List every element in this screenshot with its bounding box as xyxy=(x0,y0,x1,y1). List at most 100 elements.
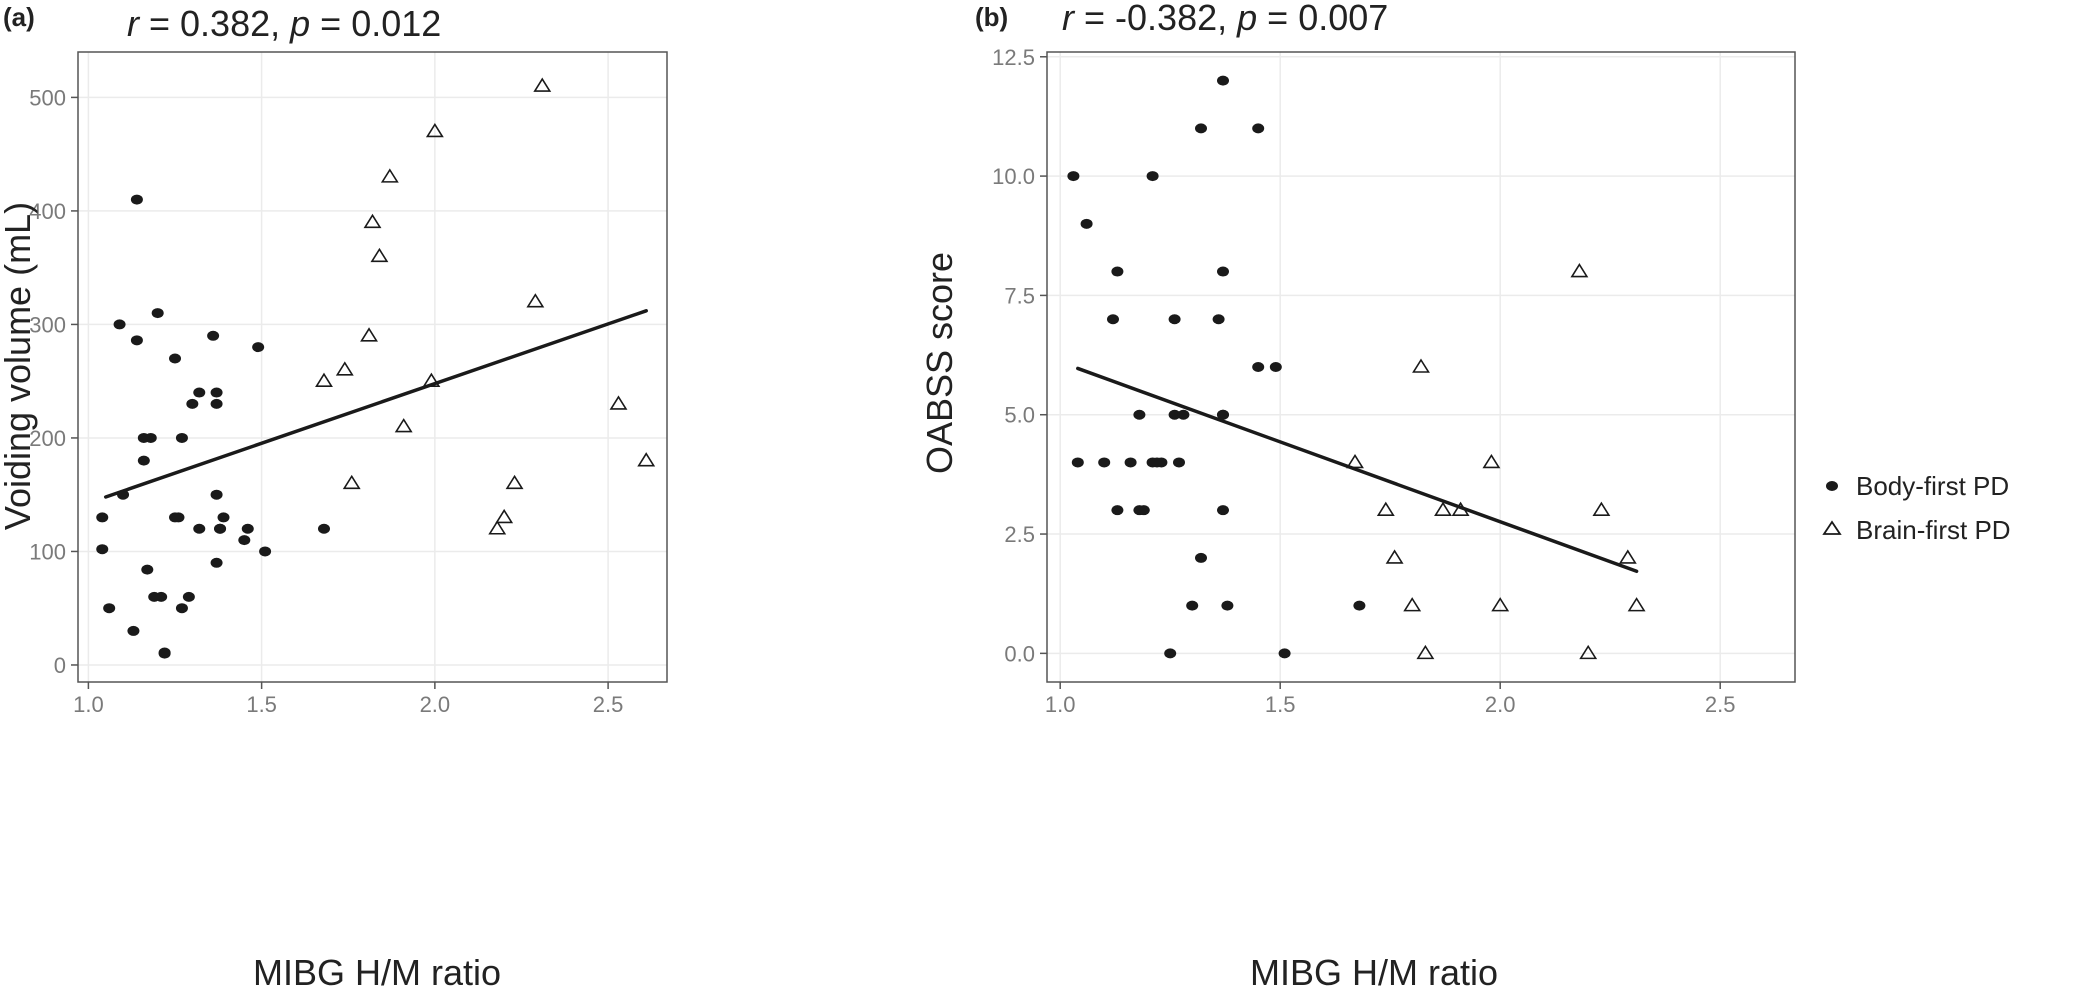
panel-b-point-brain-first xyxy=(1385,549,1404,564)
panel-a-p-value: 0.012 xyxy=(351,3,441,44)
panel-a-point-brain-first xyxy=(370,247,389,263)
panel-b-y-tick-label: 5.0 xyxy=(1004,403,1035,428)
panel-b-point-body-first xyxy=(1124,457,1137,468)
panel-a-point-body-first xyxy=(241,523,254,534)
panel-b-point-brain-first xyxy=(1482,453,1501,469)
panel-b-point-body-first xyxy=(1133,409,1146,420)
panel-b-point-body-first xyxy=(1217,75,1229,86)
legend-item-brain-first: Brain-first PD xyxy=(1822,515,2011,545)
panel-a-points xyxy=(96,77,656,659)
panel-a-x-tick-label: 1.5 xyxy=(246,692,277,717)
panel-b-point-body-first xyxy=(1221,600,1234,611)
panel-b-point-body-first xyxy=(1067,171,1080,182)
panel-a-point-body-first xyxy=(193,523,206,534)
panel-a-point-body-first xyxy=(175,432,188,443)
panel-a-point-body-first xyxy=(117,489,130,500)
panel-a-point-brain-first xyxy=(342,474,361,490)
panel-b-gridlines xyxy=(1047,52,1795,682)
legend-item-body-first: Body-first PD xyxy=(1826,471,2009,501)
panel-a-r-value: 0.382 xyxy=(180,3,270,44)
panel-a-regression-line xyxy=(103,309,648,499)
panel-b-y-ticks: 0.0 2.5 5.0 7.5 10.0 12.5 xyxy=(992,45,1047,666)
panel-b-y-tick-label: 12.5 xyxy=(992,45,1035,70)
panel-b-tag: (b) xyxy=(975,2,1008,32)
panel-a-gridlines xyxy=(78,52,667,682)
panel-a-point-body-first xyxy=(210,489,223,500)
panel-b-point-body-first xyxy=(1111,266,1124,277)
panel-b-point-brain-first xyxy=(1579,644,1598,660)
panel-a-point-body-first xyxy=(210,387,223,398)
panel-b-x-tick-label: 1.5 xyxy=(1265,692,1296,717)
panel-a-point-body-first xyxy=(217,512,230,523)
panel-b-point-body-first xyxy=(1212,314,1225,325)
panel-b-y-tick-label: 7.5 xyxy=(1004,283,1035,308)
panel-a-y-tick-label: 300 xyxy=(29,312,66,337)
panel-b-point-body-first xyxy=(1353,600,1366,611)
panel-a-point-brain-first xyxy=(363,213,382,229)
panel-a-point-body-first xyxy=(113,319,126,330)
legend-circle-marker xyxy=(1826,481,1838,491)
panel-a-point-body-first xyxy=(210,557,223,568)
panel-a-point-brain-first xyxy=(526,293,545,308)
panel-b-point-body-first xyxy=(1107,314,1119,325)
panel-a-point-body-first xyxy=(175,603,188,614)
panel-a-x-tick-label: 1.0 xyxy=(73,692,104,717)
panel-a-stat-annotation: r = 0.382, p = 0.012 xyxy=(127,3,441,44)
panel-a-point-body-first xyxy=(317,523,330,534)
panel-a-x-tick-label: 2.5 xyxy=(593,692,624,717)
panel-b-point-brain-first xyxy=(1491,597,1510,612)
panel-b-plot-frame xyxy=(1046,51,1796,683)
panel-a-x-ticks: 1.0 1.5 2.0 2.5 xyxy=(73,682,623,717)
panel-a-trend xyxy=(103,309,648,499)
panel-b-x-axis-label: MIBG H/M ratio xyxy=(1250,952,1498,993)
panel-b-point-body-first xyxy=(1269,362,1282,372)
legend-label-body-first: Body-first PD xyxy=(1856,471,2009,501)
legend-triangle-marker xyxy=(1822,520,1842,535)
panel-b-point-brain-first xyxy=(1434,501,1452,516)
panel-a-point-brain-first xyxy=(380,168,399,183)
panel-a-point-body-first xyxy=(137,455,150,466)
legend: Body-first PD Brain-first PD xyxy=(1822,471,2011,545)
panel-b-point-body-first xyxy=(1164,648,1177,659)
panel-b-y-tick-label: 10.0 xyxy=(992,164,1035,189)
panel-a-point-brain-first xyxy=(533,77,552,92)
panel-b-point-brain-first xyxy=(1416,644,1435,660)
panel-b-stat-annotation: r = -0.382, p = 0.007 xyxy=(1062,0,1388,38)
panel-a-point-body-first xyxy=(144,432,157,443)
panel-a-point-body-first xyxy=(158,647,171,658)
panel-a-point-brain-first xyxy=(505,474,524,490)
panel-a-point-brain-first xyxy=(422,372,441,387)
panel-b-point-body-first xyxy=(1217,409,1229,420)
panel-b-point-brain-first xyxy=(1412,358,1430,373)
panel-b-point-body-first xyxy=(1071,457,1084,468)
panel-a-point-brain-first xyxy=(315,372,333,387)
panel-b-point-body-first xyxy=(1155,457,1168,468)
panel-a-x-tick-label: 2.0 xyxy=(420,692,451,717)
panel-b-point-brain-first xyxy=(1592,501,1611,516)
panel-a-point-brain-first xyxy=(335,361,354,376)
panel-b-point-body-first xyxy=(1217,266,1229,277)
panel-a-point-body-first xyxy=(127,625,140,636)
panel-a-point-brain-first xyxy=(495,508,514,524)
panel-b-trend xyxy=(1076,366,1639,574)
panel-a-point-body-first xyxy=(151,308,164,319)
panel-a-point-body-first xyxy=(96,544,109,555)
panel-b-point-body-first xyxy=(1186,600,1199,611)
panel-a-point-body-first xyxy=(141,564,154,575)
panel-b-point-body-first xyxy=(1080,218,1093,229)
panel-a-point-body-first xyxy=(169,512,182,523)
panel-a-point-brain-first xyxy=(609,395,628,410)
panel-a-point-body-first xyxy=(252,342,265,353)
panel-b-point-brain-first xyxy=(1376,501,1395,516)
panel-b-point-body-first xyxy=(1252,362,1265,372)
panel-b-point-body-first xyxy=(1177,409,1190,420)
panel-b-x-tick-label: 1.0 xyxy=(1045,692,1076,717)
panel-b-point-body-first xyxy=(1146,171,1159,182)
panel-b-x-ticks: 1.0 1.5 2.0 2.5 xyxy=(1045,682,1735,717)
panel-a-point-body-first xyxy=(214,523,227,534)
panel-a-point-brain-first xyxy=(488,520,507,535)
panel-b-r-value: -0.382 xyxy=(1115,0,1217,38)
panel-b-point-body-first xyxy=(1278,648,1291,659)
panel-b-points xyxy=(1067,75,1646,660)
